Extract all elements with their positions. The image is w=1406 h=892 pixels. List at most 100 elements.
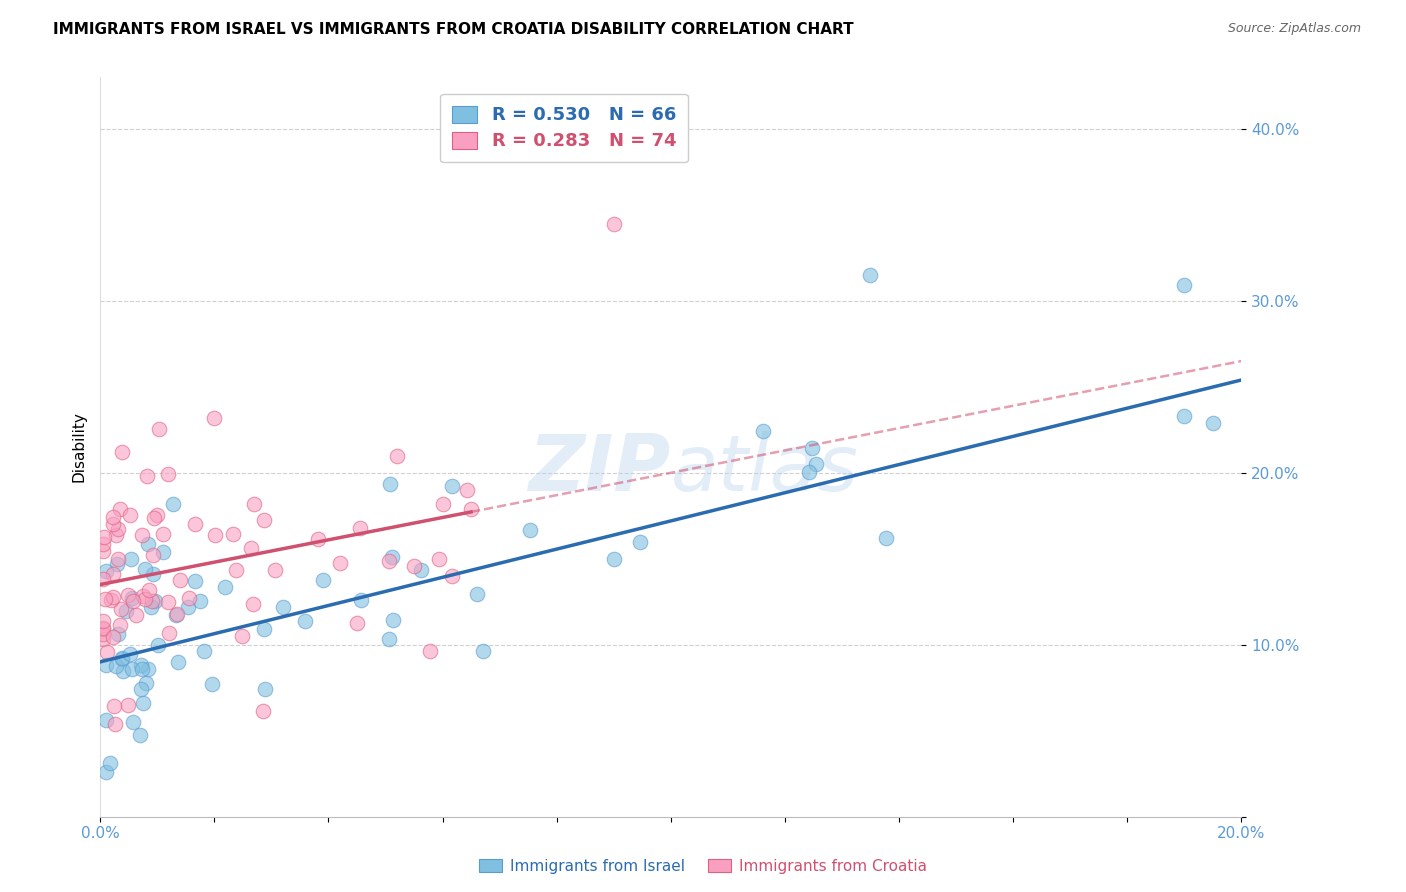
- Point: [152, 545, 174, 559]
- Point: [135, 675, 157, 690]
- Point: [93, 530, 115, 544]
- Point: [253, 513, 276, 527]
- Point: [166, 607, 188, 621]
- Text: ZIP: ZIP: [529, 431, 671, 508]
- Point: [132, 697, 155, 711]
- Point: [142, 566, 165, 581]
- Point: [465, 587, 488, 601]
- Point: [381, 550, 404, 565]
- Point: [519, 523, 541, 537]
- Point: [409, 563, 432, 577]
- Point: [441, 478, 464, 492]
- Point: [165, 607, 187, 622]
- Point: [132, 589, 155, 603]
- Point: [136, 537, 159, 551]
- Legend: Immigrants from Israel, Immigrants from Croatia: Immigrants from Israel, Immigrants from …: [474, 853, 932, 880]
- Point: [134, 562, 156, 576]
- Point: [441, 569, 464, 583]
- Point: [148, 421, 170, 435]
- Point: [346, 615, 368, 630]
- Point: [193, 644, 215, 658]
- Point: [312, 573, 335, 587]
- Point: [385, 450, 408, 464]
- Point: [110, 502, 132, 516]
- Point: [214, 581, 236, 595]
- Point: [156, 467, 179, 482]
- Point: [105, 527, 128, 541]
- Point: [148, 638, 170, 652]
- Point: [460, 502, 482, 516]
- Point: [91, 614, 114, 628]
- Point: [112, 664, 135, 678]
- Point: [603, 552, 626, 566]
- Point: [329, 556, 352, 570]
- Point: [294, 614, 316, 628]
- Point: [157, 626, 180, 640]
- Point: [204, 527, 226, 541]
- Point: [456, 483, 478, 497]
- Point: [98, 756, 121, 770]
- Point: [225, 563, 247, 577]
- Point: [202, 410, 225, 425]
- Point: [146, 508, 169, 522]
- Point: [105, 558, 128, 572]
- Point: [602, 217, 624, 231]
- Point: [252, 704, 274, 718]
- Point: [101, 567, 124, 582]
- Point: [797, 466, 820, 480]
- Point: [104, 717, 127, 731]
- Point: [101, 516, 124, 531]
- Point: [136, 469, 159, 483]
- Point: [91, 622, 114, 636]
- Point: [121, 662, 143, 676]
- Point: [94, 564, 117, 578]
- Point: [91, 573, 114, 587]
- Point: [136, 662, 159, 676]
- Point: [157, 595, 180, 609]
- Point: [378, 632, 401, 646]
- Point: [177, 599, 200, 614]
- Point: [125, 608, 148, 623]
- Point: [419, 644, 441, 658]
- Point: [378, 476, 401, 491]
- Point: [349, 521, 371, 535]
- Point: [138, 583, 160, 598]
- Point: [184, 574, 207, 589]
- Point: [1173, 278, 1195, 293]
- Point: [94, 592, 117, 607]
- Point: [91, 621, 114, 635]
- Point: [111, 650, 134, 665]
- Point: [1173, 409, 1195, 424]
- Point: [143, 511, 166, 525]
- Legend: R = 0.530   N = 66, R = 0.283   N = 74: R = 0.530 N = 66, R = 0.283 N = 74: [440, 94, 688, 162]
- Point: [122, 715, 145, 730]
- Point: [101, 630, 124, 644]
- Point: [118, 508, 141, 523]
- Point: [177, 591, 200, 605]
- Point: [115, 604, 138, 618]
- Point: [190, 593, 212, 607]
- Point: [231, 629, 253, 643]
- Point: [131, 681, 153, 696]
- Point: [242, 597, 264, 611]
- Point: [117, 698, 139, 713]
- Point: [107, 627, 129, 641]
- Point: [253, 681, 276, 696]
- Point: [142, 548, 165, 562]
- Point: [378, 554, 401, 568]
- Point: [91, 632, 114, 647]
- Text: Source: ZipAtlas.com: Source: ZipAtlas.com: [1227, 22, 1361, 36]
- Point: [104, 659, 127, 673]
- Point: [111, 445, 134, 459]
- Point: [1202, 416, 1225, 430]
- Point: [107, 522, 129, 536]
- Point: [432, 497, 454, 511]
- Text: atlas: atlas: [671, 431, 859, 508]
- Point: [131, 528, 153, 542]
- Point: [103, 509, 125, 524]
- Point: [131, 658, 153, 673]
- Point: [183, 516, 205, 531]
- Point: [91, 543, 114, 558]
- Point: [96, 645, 118, 659]
- Y-axis label: Disability: Disability: [72, 411, 86, 483]
